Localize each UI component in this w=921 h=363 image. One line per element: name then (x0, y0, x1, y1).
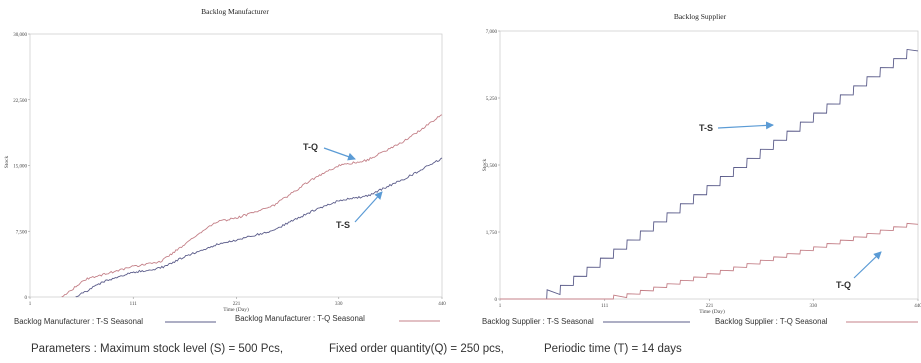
chart2-series-ts-line (500, 48, 919, 300)
chart2-xtick-label: 221 (706, 304, 714, 309)
chart2-ytick-label: 0 (495, 298, 498, 303)
chart2-plot-frame (499, 30, 919, 300)
chart1-xtick-label: 330 (335, 302, 343, 307)
chart2-series-tq-line (500, 222, 919, 300)
chart1-legend-ts-label: Backlog Manufacturer : T-S Seasonal (14, 317, 143, 326)
chart2-ylabel: Stock (482, 158, 488, 171)
chart1-plot-frame (29, 33, 443, 298)
chart2-legend: Backlog Supplier : T-S Seasonal Backlog … (482, 317, 918, 326)
chart1-annotation-ts: T-S (336, 191, 383, 230)
chart2-xtick-label: 440 (914, 304, 921, 309)
chart2-xtick-label: 1 (499, 304, 502, 309)
chart-backlog-manufacturer: Backlog Manufacturer Stock 0 7,500 15,000 2… (4, 7, 446, 326)
chart1-annotation-tq-label: T-Q (303, 142, 318, 152)
chart2-annotation-ts: T-S (699, 121, 774, 133)
chart2-ytick-label: 7,000 (486, 30, 498, 35)
chart1-ytick-label: 7,500 (16, 230, 28, 235)
chart1-annotation-ts-arrow (354, 191, 383, 223)
chart2-ytick-label: 3,500 (486, 164, 498, 169)
chart2-ytick-label: 1,750 (486, 231, 498, 236)
chart2-xlabel: Time (Day) (699, 308, 725, 315)
parameter-fixed-order-quantity: Fixed order quantity(Q) = 250 pcs, (329, 343, 504, 355)
figure: Backlog Manufacturer Stock 0 7,500 15,000 2… (4, 7, 921, 326)
chart1-annotation-tq-arrow (323, 147, 356, 161)
chart2-annotation-ts-label: T-S (699, 123, 713, 133)
chart1-xtick-label: 221 (233, 302, 241, 307)
chart1-ylabel: Stock (4, 155, 10, 168)
chart2-annotation-ts-arrow (717, 121, 774, 130)
chart1-ytick-label: 30,000 (13, 33, 27, 38)
chart1-title: Backlog Manufacturer (201, 7, 269, 16)
parameter-max-stock-level: Parameters : Maximum stock level (S) = 5… (31, 343, 284, 355)
chart1-series-ts-line (75, 157, 443, 298)
chart2-xtick-label: 111 (601, 304, 609, 309)
chart1-ytick-label: 22,500 (13, 99, 27, 104)
chart1-series-tq-line (61, 114, 443, 298)
chart1-annotation-tq: T-Q (303, 142, 356, 161)
chart2-legend-ts-label: Backlog Supplier : T-S Seasonal (482, 317, 594, 326)
chart2-ytick-label: 5,250 (486, 97, 498, 102)
chart2-annotation-tq-label: T-Q (836, 280, 851, 290)
chart1-ytick-label: 15,000 (13, 165, 27, 170)
chart1-xlabel: Time (Day) (223, 306, 249, 313)
chart2-annotation-tq-arrow (853, 251, 882, 279)
chart1-legend: Backlog Manufacturer : T-S Seasonal Back… (14, 314, 440, 326)
chart-backlog-supplier: Backlog Supplier Stock 0 1,750 3,500 5,250 7… (482, 12, 921, 326)
parameter-periodic-time: Periodic time (T) = 14 days (544, 343, 682, 355)
chart1-annotation-ts-label: T-S (336, 220, 350, 230)
chart2-legend-tq-label: Backlog Supplier : T-Q Seasonal (715, 317, 828, 326)
chart1-xtick-label: 1 (29, 302, 32, 307)
chart1-xtick-label: 440 (438, 302, 446, 307)
chart1-ytick-label: 0 (25, 296, 28, 301)
chart2-annotation-tq: T-Q (836, 251, 882, 290)
chart2-title: Backlog Supplier (674, 12, 727, 21)
chart2-xtick-label: 330 (810, 304, 818, 309)
chart1-xtick-label: 111 (130, 302, 138, 307)
chart1-legend-tq-label: Backlog Manufacturer : T-Q Seasonal (235, 314, 365, 323)
